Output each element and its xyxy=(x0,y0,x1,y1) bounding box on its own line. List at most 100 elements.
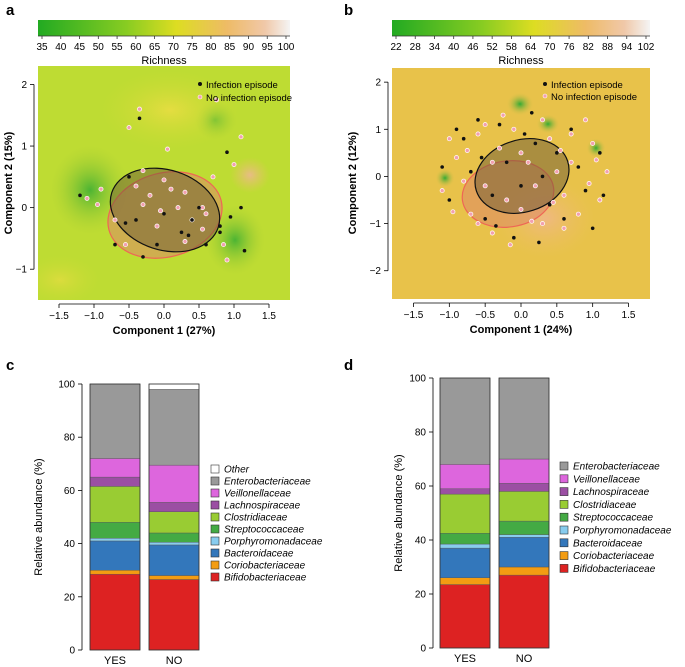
biplot-b-point-no-infection xyxy=(454,155,459,161)
biplot-a-point-infection xyxy=(155,242,159,247)
biplot-a-point-infection xyxy=(137,116,142,121)
biplot-b-x-tick-label: 0.0 xyxy=(514,310,528,321)
biplot-a-point-no-infection xyxy=(140,202,146,208)
colorbar-a-title: Richness xyxy=(141,55,187,67)
biplot-b-y-tick-label: 0 xyxy=(375,172,381,183)
biplot-b-point-no-infection xyxy=(489,159,495,165)
bar-chart-d-legend-swatch xyxy=(559,461,569,471)
biplot-a-point-no-infection xyxy=(165,146,170,152)
y-axis-label-a: Component 2 (15%) xyxy=(3,131,15,234)
biplot-b-point-infection xyxy=(490,193,495,198)
biplot-a-point-infection xyxy=(134,218,138,222)
bar-chart-d-legend-label: Lachnospiraceae xyxy=(573,487,650,498)
bar-chart-c-bar-segment xyxy=(148,542,200,546)
biplot-a-point-no-infection xyxy=(224,257,230,263)
bar-chart-d-bar-segment xyxy=(498,537,550,568)
biplot-b-point-infection xyxy=(533,141,538,146)
bar-chart-c-bar-segment xyxy=(148,502,200,512)
colorbar-a-tick-label: 100 xyxy=(278,42,295,53)
biplot-a-point-infection xyxy=(186,233,191,238)
bar-chart-c-legend-label: Lachnospiraceae xyxy=(224,501,301,512)
biplot-b-point-infection xyxy=(569,127,573,132)
biplot-a-point-no-infection xyxy=(221,242,226,248)
colorbar-b-tick-label: 28 xyxy=(410,42,422,53)
biplot-b-point-no-infection xyxy=(583,117,588,123)
biplot-a-point-infection xyxy=(113,242,117,247)
biplot-a-x-tick-label: 0.5 xyxy=(192,311,206,322)
biplot-a-point-infection xyxy=(141,255,145,259)
biplot-b-point-no-infection xyxy=(532,183,538,189)
biplot-b-point-infection xyxy=(601,193,606,198)
biplot-b-point-infection xyxy=(494,224,498,228)
biplot-a-point-no-infection xyxy=(210,174,216,180)
biplot-b-point-no-infection xyxy=(489,230,495,236)
biplot-a-point-infection xyxy=(197,205,201,210)
bar-chart-c-legend-label: Bacteroidaceae xyxy=(224,549,294,560)
stacked-bar-chart-d: 0 20 40 60 80 100 Relative abundance (%) YES NO E… xyxy=(393,374,672,666)
biplot-b-y-tick-label: −1 xyxy=(370,219,382,230)
biplot-b-point-no-infection xyxy=(500,112,506,118)
x-axis-label-a: Component 1 (27%) xyxy=(113,325,216,337)
biplot-a-x-tick-label: −0.5 xyxy=(119,311,139,322)
biplot-a-point-no-infection xyxy=(98,186,104,192)
biplot-b-point-no-infection xyxy=(497,145,502,151)
bar-chart-c-y-tick-label: 100 xyxy=(58,380,75,391)
y-axis-label-b: Component 2 (12%) xyxy=(347,131,359,234)
axes-a: −1.5 −1.0 −0.5 0.0 0.5 1.0 1.5 2 1 0 −1 xyxy=(16,80,277,322)
bar-chart-c-legend-label: Veillonellaceae xyxy=(224,489,291,500)
bar-chart-d-bar-segment xyxy=(498,520,550,535)
biplot-b-x-tick-label: −0.5 xyxy=(475,310,495,321)
bar-chart-c-bar-segment xyxy=(148,579,200,651)
bar-chart-c-legend-label: Porphyromonadaceae xyxy=(224,537,323,548)
bar-chart-c-y-tick-label: 80 xyxy=(64,433,76,444)
colorbar-b-tick-label: 94 xyxy=(621,42,633,53)
bar-chart-c-legend-label: Clostridiaceae xyxy=(224,513,288,524)
biplot-a-point-no-infection xyxy=(123,242,128,248)
bar-chart-d-y-tick-label: 40 xyxy=(415,536,427,547)
bar-chart-c-legend-swatch xyxy=(210,536,220,546)
colorbar-a: 35 40 45 50 55 60 65 70 75 80 85 90 95 100 Richness xyxy=(36,20,295,67)
biplot-a-point-infection xyxy=(239,205,243,210)
biplot-b-point-no-infection xyxy=(482,183,488,189)
biplot-b-point-infection xyxy=(562,217,566,221)
legend-a-infection: Infection episode xyxy=(206,80,278,91)
colorbar-a-tick-label: 70 xyxy=(168,42,180,53)
bar-chart-c-bar-segment xyxy=(89,570,141,575)
colorbar-b-tick-label: 64 xyxy=(525,42,537,53)
colorbar-b-tick-label: 22 xyxy=(390,42,402,53)
bar-chart-d-bar-segment xyxy=(439,577,491,585)
biplot-a-point-infection xyxy=(228,215,233,219)
colorbar-a-tick-label: 65 xyxy=(149,42,161,53)
biplot-a-point-infection xyxy=(78,193,82,198)
biplot-b-point-no-infection xyxy=(554,169,560,175)
biplot-b-point-no-infection xyxy=(482,122,488,128)
bar-chart-c-legend-swatch xyxy=(210,488,220,498)
biplot-b-point-no-infection xyxy=(450,209,456,215)
colorbar-a-tick-label: 95 xyxy=(262,42,274,53)
biplot-b-y-tick-label: −2 xyxy=(370,266,382,277)
biplot-b-point-no-infection xyxy=(586,181,592,186)
biplot-b-point-infection xyxy=(447,198,452,202)
colorbar-b-tick-label: 46 xyxy=(467,42,479,53)
colorbar-b-tick-label: 88 xyxy=(602,42,614,53)
panel-label-a: a xyxy=(6,2,15,19)
colorbar-b-tick-label: 52 xyxy=(487,42,499,53)
biplot-b-point-no-infection xyxy=(593,157,599,163)
biplot-a-point-infection xyxy=(204,242,208,247)
bar-chart-c-legend-label: Streptococcaceae xyxy=(224,525,304,536)
biplot-a-point-no-infection xyxy=(161,177,167,183)
bar-chart-d-legend-swatch xyxy=(559,474,569,484)
biplot-b-point-infection xyxy=(547,202,552,207)
bar-chart-d-bar-segment xyxy=(498,534,550,538)
bar-chart-d-bar-outline xyxy=(439,377,491,649)
biplot-b-point-infection xyxy=(504,160,509,165)
legend-b-infection: Infection episode xyxy=(551,80,623,91)
biplot-a-point-infection xyxy=(218,224,222,228)
biplot-b-point-no-infection xyxy=(568,131,574,137)
bar-chart-c-legend-swatch xyxy=(210,464,220,474)
colorbar-a-tick-label: 75 xyxy=(187,42,199,53)
biplot-a-x-tick-label: 0.0 xyxy=(157,311,171,322)
bar-chart-d-bar-segment xyxy=(439,464,491,489)
biplot-a-point-no-infection xyxy=(133,183,139,189)
